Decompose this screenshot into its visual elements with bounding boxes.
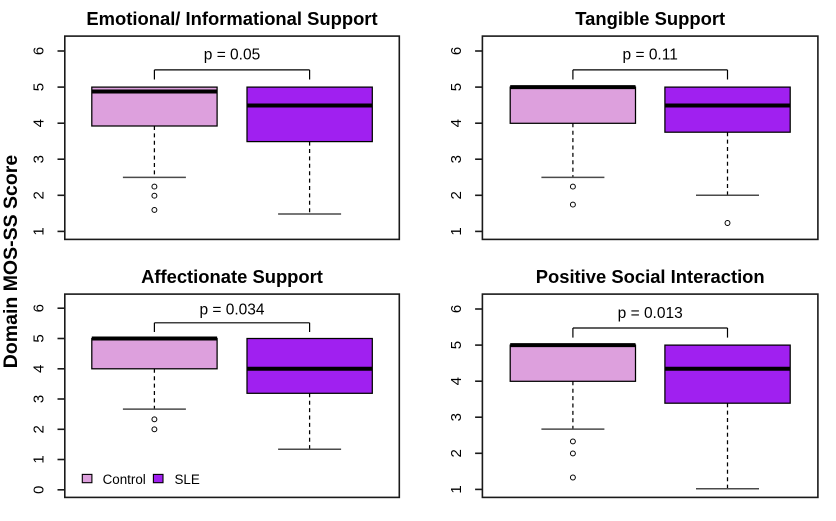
svg-text:3: 3 [30, 395, 47, 403]
svg-text:2: 2 [448, 191, 465, 199]
svg-text:4: 4 [30, 365, 47, 373]
svg-text:5: 5 [448, 83, 465, 91]
svg-text:6: 6 [30, 47, 47, 55]
svg-text:2: 2 [448, 449, 465, 457]
svg-text:2: 2 [30, 425, 47, 433]
svg-text:3: 3 [448, 413, 465, 421]
svg-text:SLE: SLE [175, 472, 200, 487]
svg-text:5: 5 [30, 334, 47, 342]
svg-text:4: 4 [448, 377, 465, 385]
svg-text:5: 5 [448, 341, 465, 349]
svg-text:6: 6 [30, 304, 47, 312]
svg-text:6: 6 [448, 47, 465, 55]
svg-text:p = 0.034: p = 0.034 [199, 302, 264, 319]
svg-text:1: 1 [448, 485, 465, 493]
svg-text:p = 0.013: p = 0.013 [618, 305, 683, 322]
svg-text:4: 4 [30, 119, 47, 127]
svg-text:p = 0.05: p = 0.05 [204, 47, 260, 64]
svg-text:Emotional/ Informational Suppo: Emotional/ Informational Support [86, 8, 377, 29]
svg-text:3: 3 [448, 155, 465, 163]
svg-text:5: 5 [30, 83, 47, 91]
svg-text:4: 4 [448, 119, 465, 127]
svg-text:Domain MOS-SS Score: Domain MOS-SS Score [0, 155, 22, 369]
svg-text:Positive Social Interaction: Positive Social Interaction [536, 266, 765, 287]
svg-text:Tangible Support: Tangible Support [575, 8, 725, 29]
svg-text:3: 3 [30, 155, 47, 163]
svg-text:Control: Control [103, 472, 146, 487]
svg-text:2: 2 [30, 191, 47, 199]
svg-text:0: 0 [30, 486, 47, 494]
svg-text:Affectionate Support: Affectionate Support [141, 266, 323, 287]
svg-text:6: 6 [448, 305, 465, 313]
svg-text:1: 1 [448, 227, 465, 235]
svg-text:p = 0.11: p = 0.11 [623, 47, 678, 64]
svg-text:1: 1 [30, 455, 47, 463]
svg-text:1: 1 [30, 227, 47, 235]
